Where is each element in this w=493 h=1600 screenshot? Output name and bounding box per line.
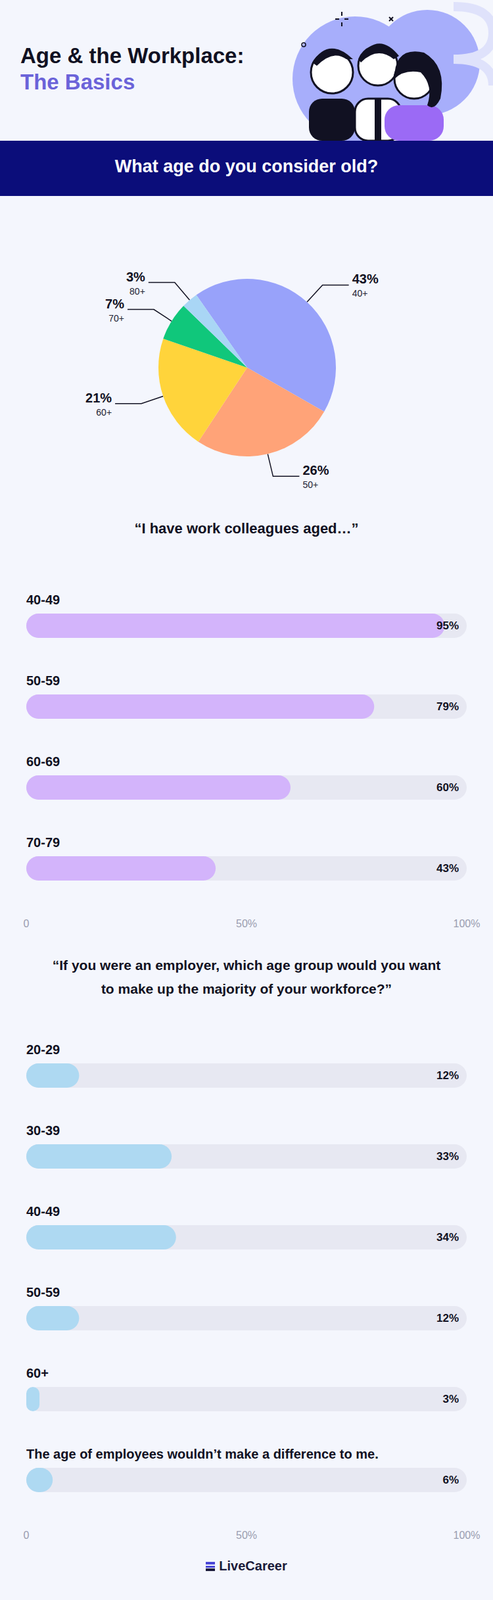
svg-text:21%: 21% xyxy=(85,390,112,405)
svg-text:12%: 12% xyxy=(436,1311,459,1324)
svg-text:12%: 12% xyxy=(436,1068,459,1082)
svg-text:0: 0 xyxy=(23,917,30,929)
svg-text:100%: 100% xyxy=(453,1528,481,1541)
svg-text:100%: 100% xyxy=(453,917,481,929)
svg-text:3%: 3% xyxy=(442,1392,459,1405)
svg-text:33%: 33% xyxy=(436,1149,459,1163)
svg-text:60%: 60% xyxy=(436,780,459,794)
svg-text:50-59: 50-59 xyxy=(26,1284,60,1299)
svg-text:50-59: 50-59 xyxy=(26,673,60,688)
svg-text:80+: 80+ xyxy=(129,285,146,297)
svg-text:20-29: 20-29 xyxy=(26,1041,60,1057)
svg-text:3%: 3% xyxy=(126,269,146,284)
svg-text:40-49: 40-49 xyxy=(26,1203,60,1219)
html-text:“If you were an employer, whic: “If you were an employer, which age grou… xyxy=(52,957,441,996)
html-text:The Basics: The Basics xyxy=(20,69,135,94)
html-text:Age & the Workplace:: Age & the Workplace: xyxy=(20,43,245,68)
svg-text:40+: 40+ xyxy=(352,287,369,299)
html-text:What age do you consider old?: What age do you consider old? xyxy=(114,156,379,177)
svg-text:79%: 79% xyxy=(436,700,459,713)
svg-text:60+: 60+ xyxy=(26,1365,49,1380)
svg-text:70+: 70+ xyxy=(108,312,125,324)
svg-text:6%: 6% xyxy=(442,1473,459,1486)
svg-text:60-69: 60-69 xyxy=(26,753,60,769)
svg-text:40-49: 40-49 xyxy=(26,592,60,607)
svg-text:43%: 43% xyxy=(436,861,459,875)
html-text:LiveCareer: LiveCareer xyxy=(219,1557,288,1573)
svg-text:26%: 26% xyxy=(302,462,329,478)
svg-text:70-79: 70-79 xyxy=(26,834,60,850)
svg-text:The age of employees wouldn’t: The age of employees wouldn’t make a dif… xyxy=(26,1446,379,1461)
svg-text:0: 0 xyxy=(23,1528,30,1541)
svg-text:50%: 50% xyxy=(235,917,258,929)
svg-text:50%: 50% xyxy=(235,1528,258,1541)
svg-text:43%: 43% xyxy=(352,271,379,286)
svg-text:95%: 95% xyxy=(436,619,459,632)
svg-text:7%: 7% xyxy=(105,296,125,311)
svg-text:30-39: 30-39 xyxy=(26,1122,60,1138)
html-text:“I have work colleagues aged…”: “I have work colleagues aged…” xyxy=(134,519,359,537)
svg-text:60+: 60+ xyxy=(95,406,112,418)
svg-text:50+: 50+ xyxy=(302,479,319,490)
svg-text:34%: 34% xyxy=(436,1230,459,1244)
